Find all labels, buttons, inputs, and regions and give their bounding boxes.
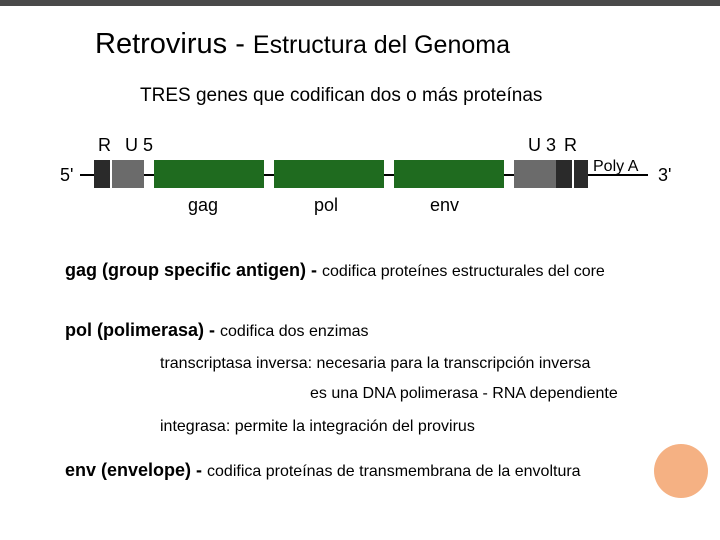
line-4 — [384, 174, 394, 176]
line-5 — [504, 174, 514, 176]
desc-pol-sub3: integrasa: permite la integración del pr… — [160, 418, 475, 436]
desc-pol-sub2: es una DNA polimerasa - RNA dependiente — [310, 385, 618, 403]
desc-gag: gag (group specific antigen) - codifica … — [65, 260, 605, 281]
line-6 — [588, 174, 648, 176]
block-R-right — [556, 160, 572, 188]
block-gag — [154, 160, 264, 188]
line-1 — [80, 174, 94, 176]
gene-label-pol: pol — [314, 195, 338, 216]
desc-pol-text: codifica dos enzimas — [220, 323, 369, 340]
desc-env-text: codifica proteínas de transmembrana de l… — [207, 463, 581, 480]
top-border — [0, 0, 720, 6]
label-U5: U 5 — [125, 135, 153, 156]
label-R-left: R — [98, 135, 111, 156]
label-3-prime: 3' — [658, 165, 671, 186]
gene-label-gag: gag — [188, 195, 218, 216]
label-R-right: R — [564, 135, 577, 156]
desc-env-term: env (envelope) - — [65, 460, 207, 480]
desc-gag-text: codifica proteínes estructurales del cor… — [322, 263, 605, 280]
desc-pol: pol (polimerasa) - codifica dos enzimas — [65, 320, 369, 341]
block-R-left — [94, 160, 110, 188]
desc-gag-term: gag (group specific antigen) - — [65, 260, 322, 280]
line-3 — [264, 174, 274, 176]
decorative-circle — [654, 444, 708, 498]
title-main: Retrovirus - — [95, 28, 253, 60]
gene-label-env: env — [430, 195, 459, 216]
desc-pol-term: pol (polimerasa) - — [65, 320, 220, 340]
block-U3 — [514, 160, 556, 188]
label-U3: U 3 — [528, 135, 556, 156]
title-sub: Estructura del Genoma — [253, 31, 510, 59]
block-polyA — [574, 160, 588, 188]
block-U5 — [112, 160, 144, 188]
line-2 — [144, 174, 154, 176]
label-5-prime: 5' — [60, 165, 73, 186]
page-title: Retrovirus - Estructura del Genoma — [95, 28, 510, 61]
genome-diagram: 5' R U 5 U 3 R Poly A 3' gag pol env — [60, 130, 660, 210]
desc-env: env (envelope) - codifica proteínas de t… — [65, 460, 581, 481]
desc-pol-sub1: transcriptasa inversa: necesaria para la… — [160, 355, 590, 373]
block-pol — [274, 160, 384, 188]
subtitle: TRES genes que codifican dos o más prote… — [140, 85, 542, 107]
block-env — [394, 160, 504, 188]
